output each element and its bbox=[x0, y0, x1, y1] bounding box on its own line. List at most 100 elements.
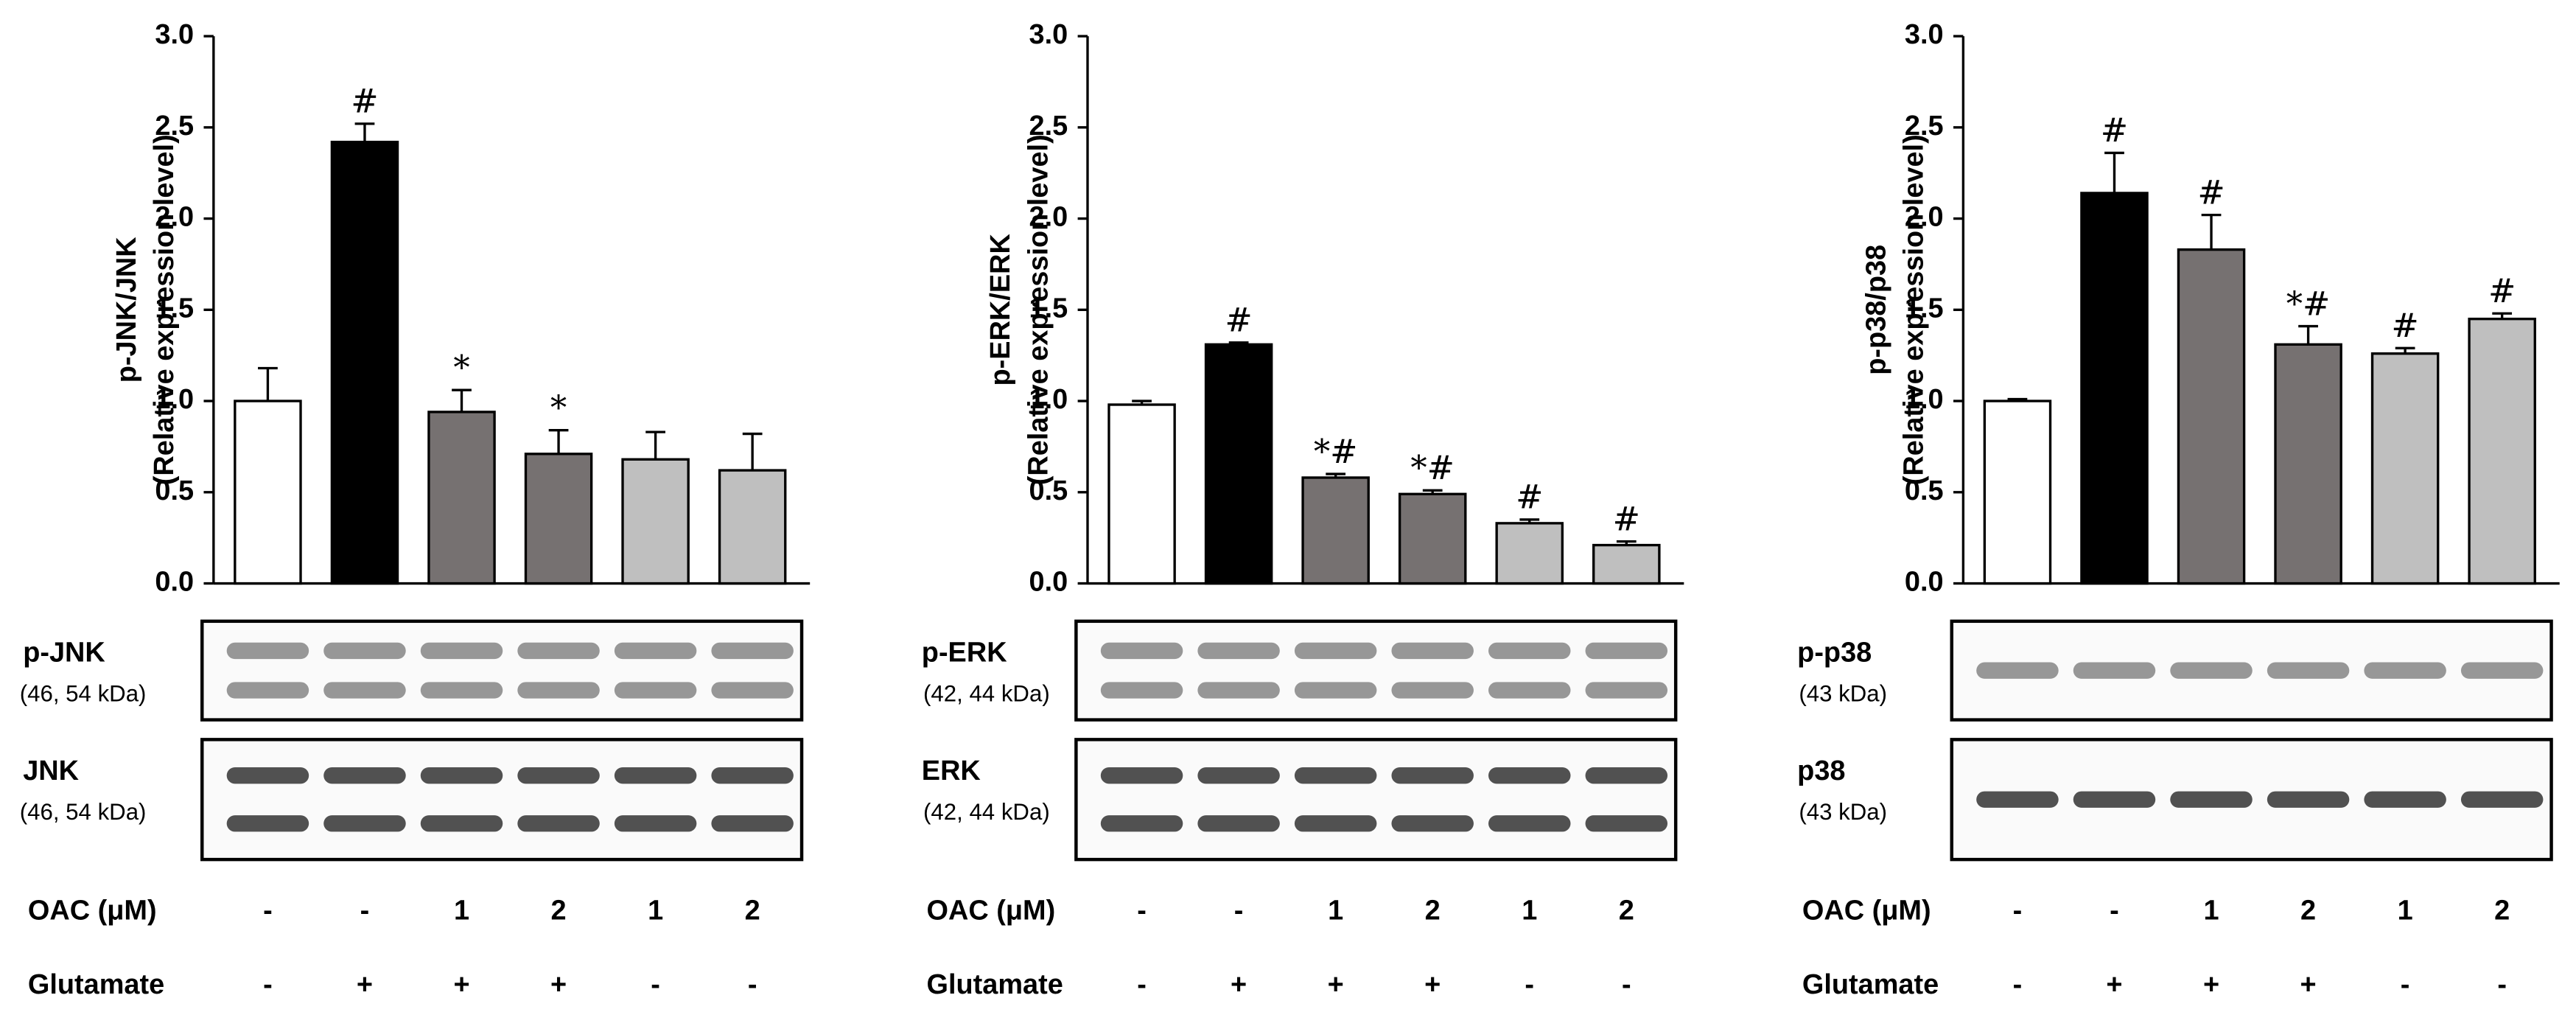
blot-band bbox=[1294, 767, 1377, 784]
blot-band bbox=[226, 815, 309, 832]
blot-band bbox=[1976, 662, 2059, 679]
significance-label: # bbox=[2488, 272, 2516, 310]
blot-band bbox=[2073, 791, 2156, 808]
bar bbox=[524, 453, 593, 585]
y-tick-label: 0.5 bbox=[155, 475, 194, 506]
condition-label: Glutamate bbox=[28, 969, 164, 1000]
condition-value: 2 bbox=[2300, 895, 2316, 926]
condition-label: Glutamate bbox=[1802, 969, 1939, 1000]
condition-label: OAC (μM) bbox=[28, 895, 157, 926]
blot-band bbox=[323, 642, 406, 660]
y-tick-label: 2.5 bbox=[1029, 111, 1068, 142]
blot-size: (43 kDa) bbox=[1799, 680, 1887, 706]
condition-value: 1 bbox=[1522, 895, 1537, 926]
blot-band bbox=[420, 815, 503, 832]
condition-value: - bbox=[1137, 895, 1147, 926]
condition-value: - bbox=[1234, 895, 1244, 926]
y-tick-label: 0.5 bbox=[1029, 475, 1068, 506]
condition-value: 1 bbox=[2398, 895, 2413, 926]
y-tick-label: 3.0 bbox=[155, 19, 194, 50]
bar bbox=[2177, 248, 2246, 585]
significance-label: * bbox=[453, 349, 469, 387]
panel: 0.0 0.5 1.0 1.5 2.0 2.5 3.0 p-JNK/JNK (Relative … bbox=[20, 19, 811, 1000]
y-tick-label: 1.5 bbox=[1029, 293, 1068, 324]
condition-value: 1 bbox=[648, 895, 663, 926]
y-axis-label: (Relative expression level) bbox=[1899, 134, 1930, 485]
blot-band bbox=[711, 682, 794, 699]
blot-band bbox=[323, 815, 406, 832]
blot-band bbox=[711, 815, 794, 832]
blot-band bbox=[711, 642, 794, 660]
blot-size: (46, 54 kDa) bbox=[20, 799, 147, 825]
blot-band bbox=[2267, 791, 2350, 808]
y-tick-label: 0.0 bbox=[155, 567, 194, 598]
y-tick-label: 0.5 bbox=[1905, 475, 1944, 506]
significance-label: *# bbox=[1410, 449, 1455, 487]
y-tick-label: 1.5 bbox=[155, 293, 194, 324]
condition-value: - bbox=[651, 969, 660, 1000]
blot-band bbox=[1100, 682, 1183, 699]
blot-band bbox=[614, 815, 697, 832]
blot-band bbox=[1197, 642, 1280, 660]
blot-band bbox=[614, 642, 697, 660]
bar bbox=[427, 411, 496, 585]
blot-band bbox=[1585, 642, 1668, 660]
bar bbox=[2274, 343, 2342, 585]
blot-band bbox=[1585, 682, 1668, 699]
blot-label: JNK bbox=[23, 755, 79, 786]
condition-value: - bbox=[2110, 895, 2119, 926]
bar bbox=[1592, 543, 1661, 585]
y-tick-label: 1.0 bbox=[155, 384, 194, 415]
blot-band bbox=[1391, 767, 1474, 784]
condition-value: - bbox=[263, 895, 273, 926]
condition-label: Glutamate bbox=[926, 969, 1063, 1000]
condition-value: 2 bbox=[2494, 895, 2510, 926]
blot-band bbox=[226, 682, 309, 699]
bar bbox=[2080, 192, 2149, 585]
y-axis-label: p-JNK/JNK bbox=[111, 237, 142, 383]
blot-band bbox=[517, 642, 600, 660]
bar bbox=[2370, 352, 2440, 585]
condition-value: - bbox=[1137, 969, 1147, 1000]
y-tick-label: 3.0 bbox=[1029, 19, 1068, 50]
condition-value: - bbox=[360, 895, 370, 926]
blot-band bbox=[711, 767, 794, 784]
y-axis-label: (Relative expression level) bbox=[1023, 134, 1054, 485]
blot-frame bbox=[1074, 619, 1678, 722]
bar bbox=[1204, 343, 1273, 585]
condition-value: 2 bbox=[1619, 895, 1634, 926]
blot-band bbox=[2364, 791, 2446, 808]
blot-label: p-ERK bbox=[922, 637, 1007, 668]
blot-band bbox=[614, 767, 697, 784]
blot-band bbox=[323, 767, 406, 784]
blot-band bbox=[1294, 642, 1377, 660]
blot-band bbox=[614, 682, 697, 699]
y-tick-label: 2.5 bbox=[1905, 111, 1944, 142]
y-tick-label: 2.5 bbox=[155, 111, 194, 142]
blot-band bbox=[1100, 642, 1183, 660]
condition-value: + bbox=[2300, 969, 2317, 1000]
blot-band bbox=[323, 682, 406, 699]
condition-value: + bbox=[357, 969, 373, 1000]
blot-band bbox=[2073, 662, 2156, 679]
blot-size: (43 kDa) bbox=[1799, 799, 1887, 825]
condition-value: 2 bbox=[551, 895, 567, 926]
blot-band bbox=[2170, 791, 2253, 808]
blot-band bbox=[1488, 642, 1571, 660]
blot-band bbox=[2170, 662, 2253, 679]
y-tick-label: 2.0 bbox=[155, 202, 194, 233]
blot-band bbox=[517, 767, 600, 784]
blot-band bbox=[1197, 682, 1280, 699]
condition-value: - bbox=[2401, 969, 2410, 1000]
blot-size: (46, 54 kDa) bbox=[20, 680, 147, 706]
blot-band bbox=[420, 682, 503, 699]
significance-label: *# bbox=[2286, 285, 2331, 323]
blot-band bbox=[420, 642, 503, 660]
bar bbox=[718, 469, 787, 585]
condition-value: + bbox=[2203, 969, 2219, 1000]
blot-band bbox=[226, 642, 309, 660]
condition-value: + bbox=[453, 969, 469, 1000]
blot-band bbox=[1391, 642, 1474, 660]
condition-value: 1 bbox=[454, 895, 469, 926]
